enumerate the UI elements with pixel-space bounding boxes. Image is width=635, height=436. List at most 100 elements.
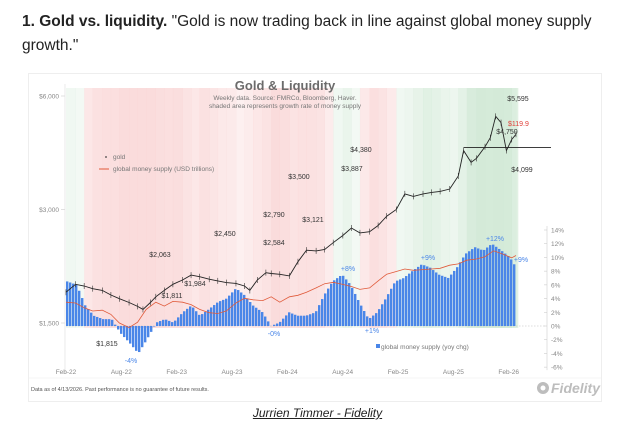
yoy-bar <box>204 311 207 326</box>
shade-stripe <box>92 88 103 328</box>
shade-stripe <box>164 88 174 328</box>
shade-stripe <box>440 88 451 328</box>
yoy-bar <box>219 301 222 326</box>
shade-stripe <box>172 88 183 328</box>
shade-stripe <box>289 88 299 328</box>
yoy-bar <box>504 253 507 326</box>
x-axis-tick-label: Feb-25 <box>388 369 409 376</box>
yoy-bar <box>495 246 498 326</box>
right-axis-tick-label: 2% <box>551 310 561 317</box>
gold-price-annotation: $2,790 <box>263 212 285 219</box>
fidelity-logo-mark-inner <box>540 385 546 391</box>
yoy-bar <box>108 319 111 326</box>
yoy-bar <box>279 321 282 326</box>
x-axis-tick-label: Aug-23 <box>222 369 243 376</box>
yoy-bar <box>132 326 135 348</box>
yoy-bar <box>363 310 366 326</box>
shade-stripe <box>516 88 519 328</box>
x-axis-tick-label: Aug-24 <box>332 369 353 376</box>
gold-price-annotation: $1,811 <box>162 293 183 300</box>
shade-stripe <box>199 88 210 328</box>
yoy-bar <box>414 269 417 326</box>
shade-stripe <box>404 88 414 328</box>
shade-stripe <box>297 88 307 328</box>
gold-price-annotation: $1,815 <box>96 341 118 348</box>
yoy-bar <box>375 313 378 326</box>
yoy-bar <box>408 273 411 326</box>
right-axis-tick-label: 0% <box>551 324 561 331</box>
yoy-bar <box>297 315 300 326</box>
yoy-bar <box>459 262 462 326</box>
shade-stripe <box>386 88 397 328</box>
shade-stripe <box>84 88 94 328</box>
yoy-bar <box>354 293 357 326</box>
yoy-bar <box>126 326 129 341</box>
shade-stripe <box>449 88 459 328</box>
gold-price-annotation: $4,099 <box>511 167 533 174</box>
right-axis-tick-label: 4% <box>551 296 561 303</box>
shade-stripe <box>102 88 112 328</box>
right-axis-tick-label: 12% <box>551 241 564 248</box>
yoy-bar <box>402 278 405 326</box>
footnote: Data as of 4/13/2026. Past performance i… <box>31 387 209 393</box>
gold-price-annotation: $2,450 <box>214 231 236 238</box>
yoy-bar <box>267 321 270 326</box>
shading-layer <box>66 88 519 328</box>
shade-stripe <box>378 88 387 328</box>
gold-price-annotation: $1,984 <box>184 281 206 288</box>
yoy-bar <box>213 305 216 326</box>
fidelity-logo: Fidelity <box>537 380 601 396</box>
axes-layer: $6,000 $3,000 $1,500 14% 12% 10% 8% 6% 4% 2% 0% -2%… <box>29 84 601 379</box>
yoy-bar <box>420 264 423 326</box>
yoy-bar <box>90 312 93 326</box>
yoy-bar <box>102 319 105 326</box>
shade-stripe <box>271 88 281 328</box>
shade-stripe <box>466 88 477 328</box>
yoy-bar <box>357 300 360 326</box>
yoy-bar <box>156 322 159 326</box>
legend-yoy-label: global money supply (yoy chg) <box>381 344 469 351</box>
yoy-bar <box>501 251 504 326</box>
gold-price-annotation: $3,887 <box>341 166 363 173</box>
yoy-bar <box>489 245 492 326</box>
shade-stripe <box>217 88 227 328</box>
yoy-bar <box>150 326 153 332</box>
yoy-bar <box>282 318 285 326</box>
yoy-bar <box>243 294 246 326</box>
yoy-bar <box>81 298 84 326</box>
shade-stripe <box>342 88 352 328</box>
yoy-bar <box>327 288 330 326</box>
right-axis-tick-label: -2% <box>551 337 563 344</box>
headline-quote: "Gold is now trading back in line agains… <box>22 13 592 54</box>
yoy-bar <box>474 247 477 326</box>
yoy-bar <box>360 305 363 326</box>
yoy-bar <box>465 253 468 326</box>
yoy-bar <box>69 282 72 326</box>
shade-stripe <box>182 88 192 328</box>
yoy-bar <box>384 299 387 326</box>
yoy-bar <box>417 266 420 326</box>
yoy-bar <box>324 293 327 326</box>
yoy-bar <box>237 290 240 326</box>
gold-price-annotation: $2,584 <box>263 240 285 247</box>
gold-price-annotation: $3,500 <box>288 174 310 181</box>
yoy-bar <box>129 326 132 344</box>
yoy-annotation: +12% <box>486 236 504 243</box>
yoy-bar <box>165 319 168 326</box>
yoy-bar <box>510 259 513 326</box>
yoy-bar <box>228 295 231 326</box>
yoy-bar <box>423 265 426 326</box>
yoy-bar <box>342 275 345 326</box>
shade-stripe <box>191 88 200 328</box>
yoy-bar <box>486 247 489 326</box>
shade-stripe <box>493 88 504 328</box>
gold-price-annotation: $4,750 <box>496 129 518 136</box>
shade-stripe <box>511 88 517 328</box>
shade-stripe <box>423 88 432 328</box>
yoy-bar <box>192 307 195 326</box>
shade-stripe <box>129 88 138 328</box>
chart-caption[interactable]: Jurrien Timmer - Fidelity <box>252 406 383 420</box>
yoy-bar <box>306 315 309 326</box>
x-axis-tick-label: Aug-22 <box>111 369 132 376</box>
yoy-bar <box>171 322 174 326</box>
